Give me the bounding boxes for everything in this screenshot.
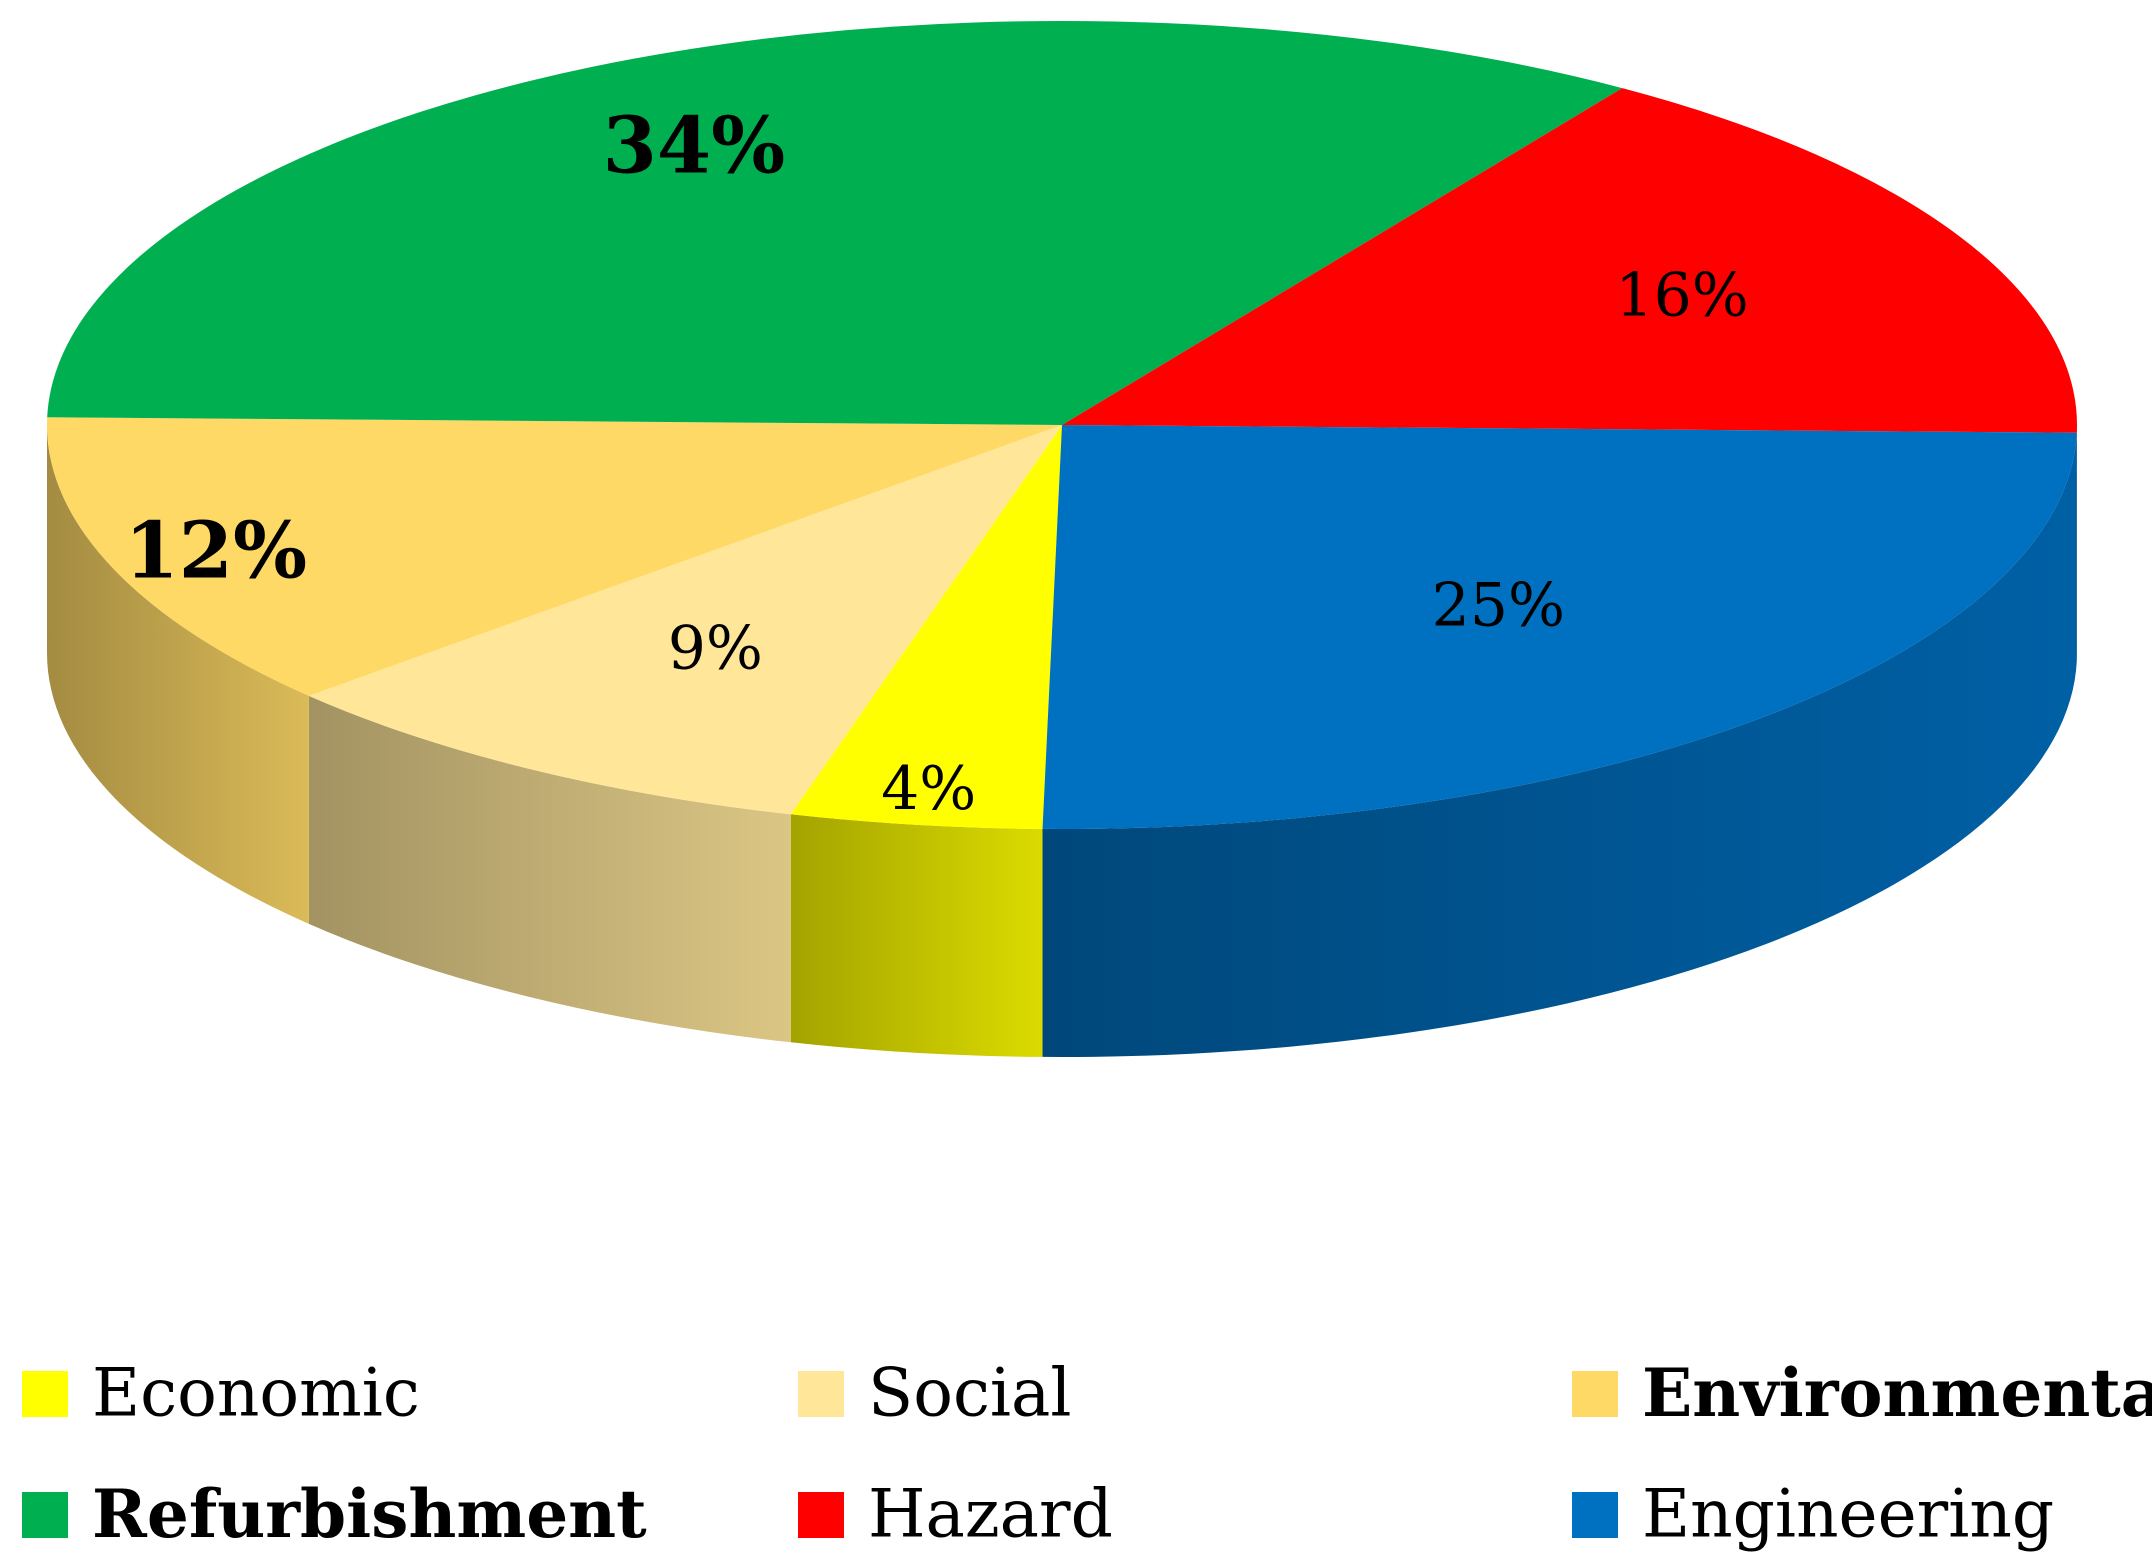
data-label-social: 9% (668, 613, 763, 683)
pie-side-engineering (1042, 432, 2077, 1057)
pie-data-labels: 4% 9% 12% 34% 16% 25% (125, 100, 1749, 823)
legend-swatch-economic (22, 1371, 68, 1417)
legend-label-social: Social (868, 1355, 1071, 1432)
pie-slice-refurbishment (47, 20, 1623, 426)
pie-side-environmental (47, 425, 309, 924)
pie-top-faces (47, 20, 2077, 829)
pie-slice-social (308, 425, 1062, 815)
legend-label-refurbishment: Refurbishment (92, 1475, 647, 1553)
data-label-hazard: 16% (1615, 260, 1748, 330)
pie-slice-economic (790, 425, 1062, 829)
pie-slice-hazard (1062, 88, 2077, 433)
legend-item-social: Social (798, 1355, 1071, 1432)
legend-swatch-hazard (798, 1492, 844, 1538)
legend-label-economic: Economic (92, 1355, 420, 1432)
legend-item-hazard: Hazard (798, 1476, 1113, 1553)
legend-swatch-environmental (1572, 1371, 1618, 1417)
legend-item-environmental: Environmental (1572, 1354, 2152, 1432)
legend-item-refurbishment: Refurbishment (22, 1475, 647, 1553)
pie-side-walls (47, 425, 2077, 1057)
legend-item-engineering: Engineering (1572, 1476, 2054, 1553)
data-label-refurbishment: 34% (603, 100, 786, 191)
legend-swatch-engineering (1572, 1492, 1618, 1538)
data-label-economic: 4% (881, 754, 976, 824)
legend-swatch-refurbishment (22, 1492, 68, 1538)
legend: Economic Social Environmental Refurbishment… (22, 1354, 2152, 1553)
legend-swatch-social (798, 1371, 844, 1417)
legend-label-hazard: Hazard (868, 1476, 1113, 1553)
data-label-environmental: 12% (125, 505, 308, 596)
pie-slice-environmental (47, 417, 1063, 696)
legend-label-environmental: Environmental (1642, 1354, 2152, 1432)
data-label-engineering: 25% (1432, 570, 1565, 640)
pie-side-social (308, 695, 791, 1043)
pie-slice-engineering (1042, 425, 2077, 829)
pie-side-economic (790, 814, 1043, 1057)
legend-item-economic: Economic (22, 1355, 420, 1432)
legend-label-engineering: Engineering (1642, 1476, 2054, 1553)
